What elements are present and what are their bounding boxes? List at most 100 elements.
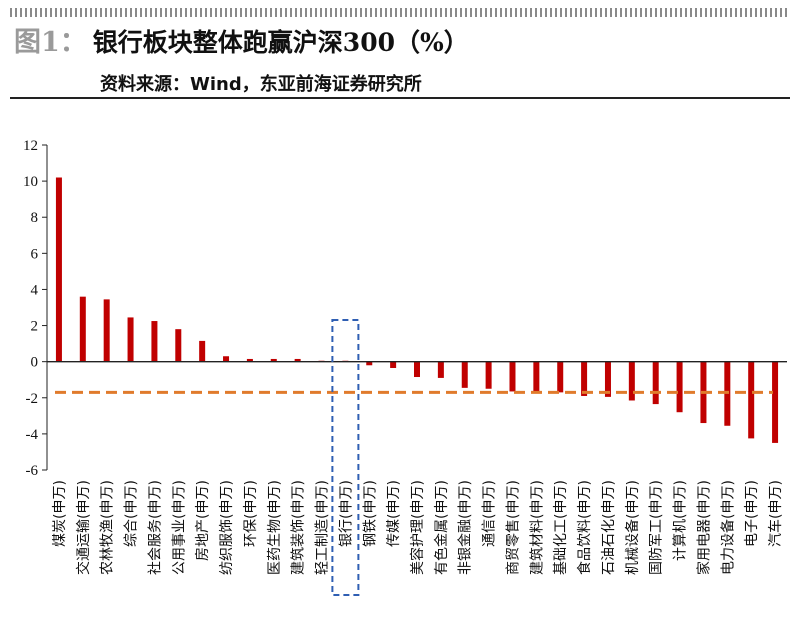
category-label-group: 银行(申万) — [338, 480, 354, 547]
category-label: 家用电器(申万) — [695, 480, 712, 575]
category-label-group: 电子(申万) — [744, 480, 760, 547]
bar — [628, 361, 635, 401]
category-label: 计算机(申万) — [673, 480, 689, 561]
category-label-group: 美容护理(申万) — [409, 480, 426, 575]
category-label-group: 食品饮料(申万) — [576, 480, 593, 575]
source-note: 资料来源：Wind，东亚前海证券研究所 — [100, 74, 422, 95]
category-label: 商贸零售(申万) — [505, 480, 521, 575]
category-label-group: 商贸零售(申万) — [505, 480, 521, 575]
bar — [509, 361, 516, 392]
y-tick-label: 10 — [23, 174, 38, 190]
bar — [151, 321, 158, 362]
chart-title: 银行板块整体跑赢沪深300（%） — [92, 28, 469, 57]
y-tick-label: 12 — [23, 138, 38, 154]
y-tick-label: 8 — [31, 210, 39, 226]
category-label-group: 电力设备(申万) — [719, 480, 736, 575]
bar — [414, 361, 420, 378]
category-label: 有色金属(申万) — [433, 480, 450, 575]
bar — [437, 361, 444, 378]
figure-label: 图1： — [14, 27, 87, 58]
bar — [223, 356, 230, 362]
category-label: 钢铁(申万) — [362, 480, 378, 547]
category-label: 传媒(申万) — [386, 480, 402, 547]
category-label: 基础化工(申万) — [552, 480, 569, 575]
category-label: 电子(申万) — [744, 480, 760, 547]
category-label: 国防军工(申万) — [649, 480, 665, 575]
header-hatch-bar — [10, 8, 790, 17]
title-row: 图1： 银行板块整体跑赢沪深300（%） — [14, 20, 469, 60]
category-label-group: 传媒(申万) — [386, 480, 402, 547]
category-label-group: 建筑装饰(申万) — [291, 480, 307, 575]
bar — [581, 361, 588, 396]
bar — [127, 317, 134, 362]
category-label: 纺织服饰(申万) — [219, 480, 235, 575]
bar — [175, 329, 182, 362]
category-label-group: 公用事业(申万) — [171, 480, 187, 575]
category-label: 社会服务(申万) — [147, 480, 163, 575]
category-label: 电力设备(申万) — [719, 480, 736, 575]
y-tick-label: -4 — [26, 427, 39, 443]
category-label-group: 有色金属(申万) — [433, 480, 450, 575]
category-label-group: 煤炭(申万) — [52, 480, 68, 547]
bar — [294, 358, 301, 362]
bar — [366, 361, 373, 366]
y-tick-label: 0 — [31, 355, 39, 371]
category-label: 综合(申万) — [124, 480, 140, 547]
category-label: 环保(申万) — [243, 480, 259, 547]
category-label-group: 机械设备(申万) — [624, 480, 641, 575]
category-label: 汽车(申万) — [767, 480, 784, 547]
category-label: 房地产(申万) — [195, 480, 211, 561]
category-label-group: 基础化工(申万) — [552, 480, 569, 575]
category-label: 建筑材料(申万) — [529, 480, 545, 575]
bar — [748, 361, 755, 439]
category-label-group: 建筑材料(申万) — [529, 480, 545, 575]
category-label-group: 国防军工(申万) — [649, 480, 665, 575]
category-label: 煤炭(申万) — [52, 480, 68, 547]
bar — [772, 361, 779, 443]
category-label-group: 交通运输(申万) — [75, 480, 92, 575]
bar — [485, 361, 492, 389]
bar — [246, 358, 253, 362]
category-label: 银行(申万) — [338, 480, 354, 547]
category-label: 公用事业(申万) — [171, 480, 187, 575]
category-label-group: 社会服务(申万) — [147, 480, 163, 575]
y-tick-label: 2 — [31, 319, 39, 335]
category-label: 轻工制造(申万) — [315, 480, 331, 575]
category-label-group: 通信(申万) — [482, 480, 498, 547]
category-label-group: 房地产(申万) — [195, 480, 211, 561]
category-label: 石油石化(申万) — [601, 480, 617, 575]
bar — [55, 177, 62, 362]
category-label-group: 计算机(申万) — [673, 480, 689, 561]
y-tick-label: -6 — [26, 463, 39, 479]
bar — [676, 361, 683, 413]
category-label-group: 汽车(申万) — [767, 480, 784, 547]
y-tick-label: 4 — [31, 282, 39, 298]
bar — [390, 361, 397, 368]
bar — [557, 361, 564, 393]
category-label-group: 纺织服饰(申万) — [219, 480, 235, 575]
bar — [199, 340, 206, 362]
category-label: 农林牧渔(申万) — [100, 480, 116, 575]
category-label-group: 非银金融(申万) — [458, 480, 474, 575]
category-label: 交通运输(申万) — [75, 480, 92, 575]
category-label-group: 石油石化(申万) — [601, 480, 617, 575]
category-label-group: 家用电器(申万) — [695, 480, 712, 575]
bar — [270, 358, 277, 362]
category-label: 机械设备(申万) — [624, 480, 641, 575]
category-label: 食品饮料(申万) — [576, 480, 593, 575]
bar — [533, 361, 540, 392]
category-label: 建筑装饰(申万) — [291, 480, 307, 575]
bar — [103, 299, 110, 362]
category-label-group: 钢铁(申万) — [362, 480, 378, 547]
bar — [461, 361, 468, 388]
category-label-group: 轻工制造(申万) — [315, 480, 331, 575]
y-tick-label: 6 — [31, 246, 39, 262]
highlight-box — [331, 319, 360, 596]
category-label: 通信(申万) — [482, 480, 498, 547]
header-rule — [10, 97, 790, 99]
category-label-group: 农林牧渔(申万) — [100, 480, 116, 575]
y-tick-label: -2 — [26, 391, 39, 407]
category-label: 非银金融(申万) — [458, 480, 474, 575]
bar — [604, 361, 611, 397]
